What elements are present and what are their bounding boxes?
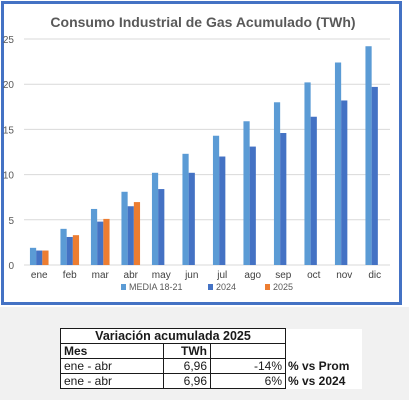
bar — [103, 218, 110, 265]
bar — [280, 133, 287, 265]
bar — [212, 135, 220, 265]
y-tick-label: 5 — [8, 216, 14, 227]
chart-title: Consumo Industrial de Gas Acumulado (TWh… — [50, 14, 355, 30]
bar — [334, 62, 342, 266]
bar — [310, 116, 317, 265]
table-title-row: Variación acumulada 2025 — [60, 328, 362, 344]
cell-twh: 6,96 — [163, 373, 211, 389]
gridlines — [24, 38, 390, 266]
legend-swatch — [265, 284, 270, 290]
y-tick-label: 25 — [3, 35, 15, 46]
header-mes: Mes — [60, 343, 164, 359]
x-tick-label: ene — [31, 270, 48, 281]
cell-comparison-label: % vs 2024 — [285, 373, 362, 389]
chart-svg: Consumo Industrial de Gas Acumulado (TWh… — [3, 14, 390, 292]
cell-comparison-label: % vs Prom — [285, 358, 362, 374]
table-spacer — [285, 343, 362, 359]
bar — [66, 236, 73, 265]
bar — [219, 156, 226, 265]
x-tick-label: jun — [184, 270, 198, 281]
y-tick-label: 20 — [3, 80, 15, 91]
bar — [249, 146, 256, 265]
x-tick-label: nov — [336, 270, 352, 281]
bar — [127, 206, 134, 265]
bar — [121, 191, 128, 265]
table-row: ene - abr 6,96 -14% % vs Prom — [60, 358, 362, 374]
bar — [36, 250, 43, 265]
cell-mes: ene - abr — [60, 373, 164, 389]
legend-swatch — [208, 284, 213, 290]
bar — [97, 221, 104, 265]
header-blank — [210, 343, 286, 359]
bar — [72, 235, 80, 265]
table-row: ene - abr 6,96 6% % vs 2024 — [60, 373, 362, 389]
bar — [341, 100, 348, 265]
bar — [182, 153, 189, 265]
bar — [133, 202, 141, 265]
cell-variation: -14% — [210, 358, 286, 374]
variation-table: Variación acumulada 2025 Mes TWh ene - a… — [60, 328, 362, 389]
cell-variation: 6% — [210, 373, 286, 389]
x-axis-ticks: ene feb mar abr may jun jul ago sep oct nov dic — [31, 270, 381, 281]
bar — [29, 247, 37, 265]
bar — [158, 189, 165, 265]
cell-mes: ene - abr — [60, 358, 164, 374]
legend-swatch — [121, 284, 126, 290]
table-header-row: Mes TWh — [60, 343, 362, 359]
y-tick-label: 15 — [3, 125, 15, 136]
x-tick-label: abr — [124, 270, 139, 281]
x-tick-label: jul — [216, 270, 227, 281]
y-axis-ticks: 0 5 10 15 20 25 — [3, 35, 15, 272]
x-tick-label: mar — [92, 270, 110, 281]
table-title: Variación acumulada 2025 — [60, 328, 286, 344]
bar — [243, 121, 250, 265]
bar — [42, 250, 49, 265]
bar — [60, 228, 67, 265]
bars — [29, 46, 378, 266]
table-spacer — [285, 328, 362, 344]
y-tick-label: 10 — [3, 171, 15, 182]
x-tick-label: feb — [63, 270, 77, 281]
legend-label: 2025 — [273, 282, 293, 292]
x-tick-label: oct — [307, 270, 321, 281]
bar — [371, 86, 378, 265]
y-tick-label: 0 — [8, 261, 14, 272]
bar — [273, 102, 281, 265]
legend-label: MEDIA 18-21 — [129, 282, 183, 292]
bar — [90, 208, 98, 265]
header-twh: TWh — [163, 343, 211, 359]
x-tick-label: dic — [368, 270, 381, 281]
legend-label: 2024 — [216, 282, 236, 292]
x-tick-label: sep — [275, 270, 292, 281]
x-tick-label: ago — [244, 270, 261, 281]
cell-twh: 6,96 — [163, 358, 211, 374]
bar — [304, 82, 311, 265]
x-tick-label: may — [152, 270, 171, 281]
bar — [188, 172, 195, 265]
legend: MEDIA 18-21 2024 2025 — [121, 282, 293, 292]
bar — [365, 46, 372, 266]
bar — [151, 172, 159, 265]
